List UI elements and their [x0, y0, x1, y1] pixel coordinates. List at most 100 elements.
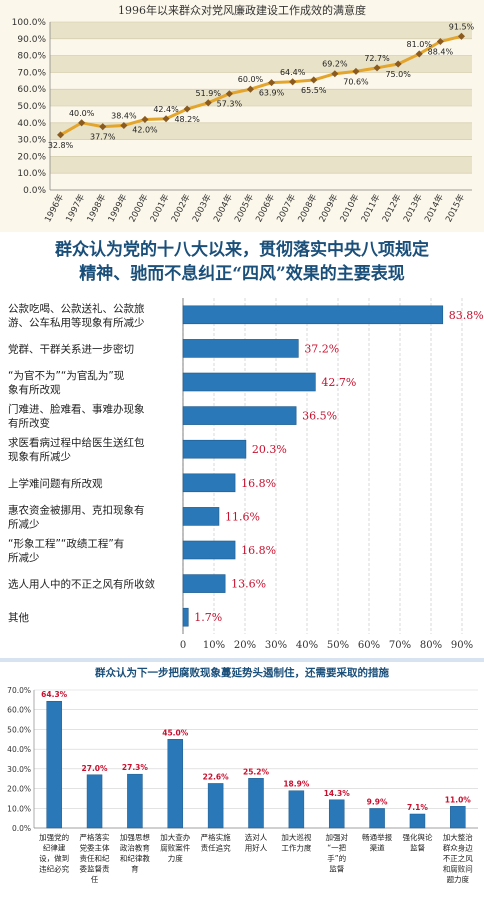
x-tick-label: 2010年: [338, 192, 362, 224]
bar-value-label: 83.8%: [449, 309, 484, 322]
data-label: 57.3%: [217, 100, 243, 109]
grid-band: [50, 89, 472, 106]
x-tick-label: 2008年: [296, 192, 320, 224]
bar: [369, 808, 385, 829]
data-label: 60.0%: [238, 75, 264, 84]
bar: [409, 813, 426, 829]
x-tick-label: 1997年: [63, 192, 87, 224]
x-tick-label: 30%: [265, 640, 287, 651]
data-label: 81.0%: [407, 40, 433, 49]
bar-value-label: 1.7%: [194, 611, 222, 624]
category-label: 委监督责: [80, 864, 110, 874]
x-tick-label: 1999年: [106, 192, 130, 224]
data-point: [352, 67, 360, 75]
data-point: [57, 131, 65, 139]
category-label: 责任和纪: [80, 853, 110, 863]
x-tick-label: 2000年: [127, 192, 151, 224]
x-tick-label: 50%: [327, 640, 349, 651]
category-label: 党群、干群关系进一步密切: [8, 342, 134, 355]
data-label: 32.8%: [48, 141, 74, 150]
data-point: [183, 105, 191, 113]
category-label: “为官不为”“为官乱为”现: [8, 369, 125, 382]
bar-value-label: 16.8%: [241, 477, 276, 490]
category-label: 腐败案件: [160, 843, 190, 853]
eight-rules-title-line-2: 精神、驰而不息纠正“四风”效果的主要表现: [79, 264, 405, 284]
category-label: 求医看病过程中给医生送红包: [8, 436, 145, 449]
bar-value-label: 7.1%: [407, 803, 428, 812]
x-tick-label: 2001年: [148, 192, 172, 224]
y-tick-label: 0.0%: [12, 824, 31, 833]
grid-band: [50, 22, 472, 39]
category-label: 和纪律教: [120, 853, 150, 863]
x-tick-label: 40%: [296, 640, 318, 651]
bar-value-label: 36.5%: [302, 410, 337, 423]
x-tick-label: 2004年: [211, 192, 235, 224]
y-tick-label: 70.0%: [17, 68, 46, 78]
bar: [182, 473, 236, 493]
x-tick-label: 2007年: [274, 192, 298, 224]
y-tick-label: 50.0%: [7, 725, 31, 734]
x-tick-label: 2005年: [232, 192, 256, 224]
bar: [182, 372, 316, 392]
bar-value-label: 45.0%: [162, 728, 189, 737]
measures-bar-chart-panel: 群众认为下一步把腐败现象蔓延势头遏制住，还需要采取的措施 0.0% 10.0% 20.…: [0, 658, 484, 903]
y-tick-label: 20.0%: [17, 152, 46, 162]
x-tick-label: 20%: [234, 640, 256, 651]
bar-value-label: 27.3%: [122, 763, 149, 772]
data-point: [394, 60, 402, 68]
data-point: [204, 99, 212, 107]
x-tick-label: 80%: [420, 640, 442, 651]
bar-value-label: 18.9%: [283, 780, 310, 789]
bar: [182, 406, 297, 425]
bar-value-label: 16.8%: [241, 544, 276, 557]
category-label: 和腐败问: [443, 864, 473, 874]
bar: [248, 778, 264, 829]
x-tick-label: 90%: [451, 640, 473, 651]
bar-value-label: 11.6%: [225, 510, 260, 523]
x-tick-label: 2009年: [317, 192, 341, 224]
data-point: [331, 70, 339, 78]
category-label: 选对人: [245, 832, 268, 842]
category-label: 严格实施: [201, 832, 231, 842]
grid-band: [50, 156, 472, 174]
data-label: 91.5%: [449, 22, 475, 31]
category-label: 用好人: [245, 843, 268, 853]
x-tick-label: 60%: [358, 640, 380, 651]
eight-rules-bar-chart: 0 10% 20% 30% 40% 50% 60% 70% 80% 90% 公款吃喝、公款送礼、公款…: [8, 298, 484, 651]
category-label: 所减少: [8, 518, 40, 530]
bar: [182, 607, 189, 627]
y-tick-label: 0.0%: [23, 186, 46, 196]
data-label: 69.2%: [322, 60, 348, 69]
y-tick-label: 10.0%: [7, 804, 31, 813]
bar-value-label: 64.3%: [41, 690, 68, 699]
category-label: 任: [91, 874, 99, 884]
x-tick-label: 1996年: [42, 192, 66, 224]
eight-rules-chart-title: 群众认为党的十八大以来，贯彻落实中央八项规定 精神、驰而不息纠正“四风”效果的主…: [0, 238, 484, 286]
bar-value-label: 25.2%: [243, 767, 270, 776]
category-label: 育: [131, 864, 139, 874]
measures-bar-chart: 群众认为下一步把腐败现象蔓延势头遏制住，还需要采取的措施 0.0% 10.0% 20.…: [7, 666, 478, 884]
bar: [207, 783, 224, 829]
category-label: 游、公车私用等现象有所减少: [8, 316, 145, 329]
x-tick-label: 10%: [203, 640, 225, 651]
category-label: 严格落实: [80, 832, 110, 842]
data-label: 42.4%: [153, 105, 179, 114]
y-tick-label: 60.0%: [17, 85, 46, 95]
bar-value-label: 27.0%: [82, 764, 109, 773]
bar: [127, 773, 143, 829]
data-label: 75.0%: [385, 70, 411, 79]
data-point: [78, 119, 86, 127]
bar: [328, 799, 345, 829]
data-point: [120, 121, 128, 130]
eight-rules-chart-heading: 群众认为党的十八大以来，贯彻落实中央八项规定 精神、驰而不息纠正“四风”效果的主…: [0, 232, 484, 294]
y-tick-label: 90.0%: [17, 35, 46, 45]
data-point: [373, 64, 381, 72]
data-point: [310, 76, 318, 84]
y-tick-label: 100.0%: [12, 18, 47, 28]
category-label: 政治教育: [120, 843, 150, 853]
data-point: [246, 85, 254, 93]
data-label: 88.4%: [428, 47, 454, 56]
bar: [182, 305, 444, 325]
category-label: 力度: [168, 853, 183, 863]
